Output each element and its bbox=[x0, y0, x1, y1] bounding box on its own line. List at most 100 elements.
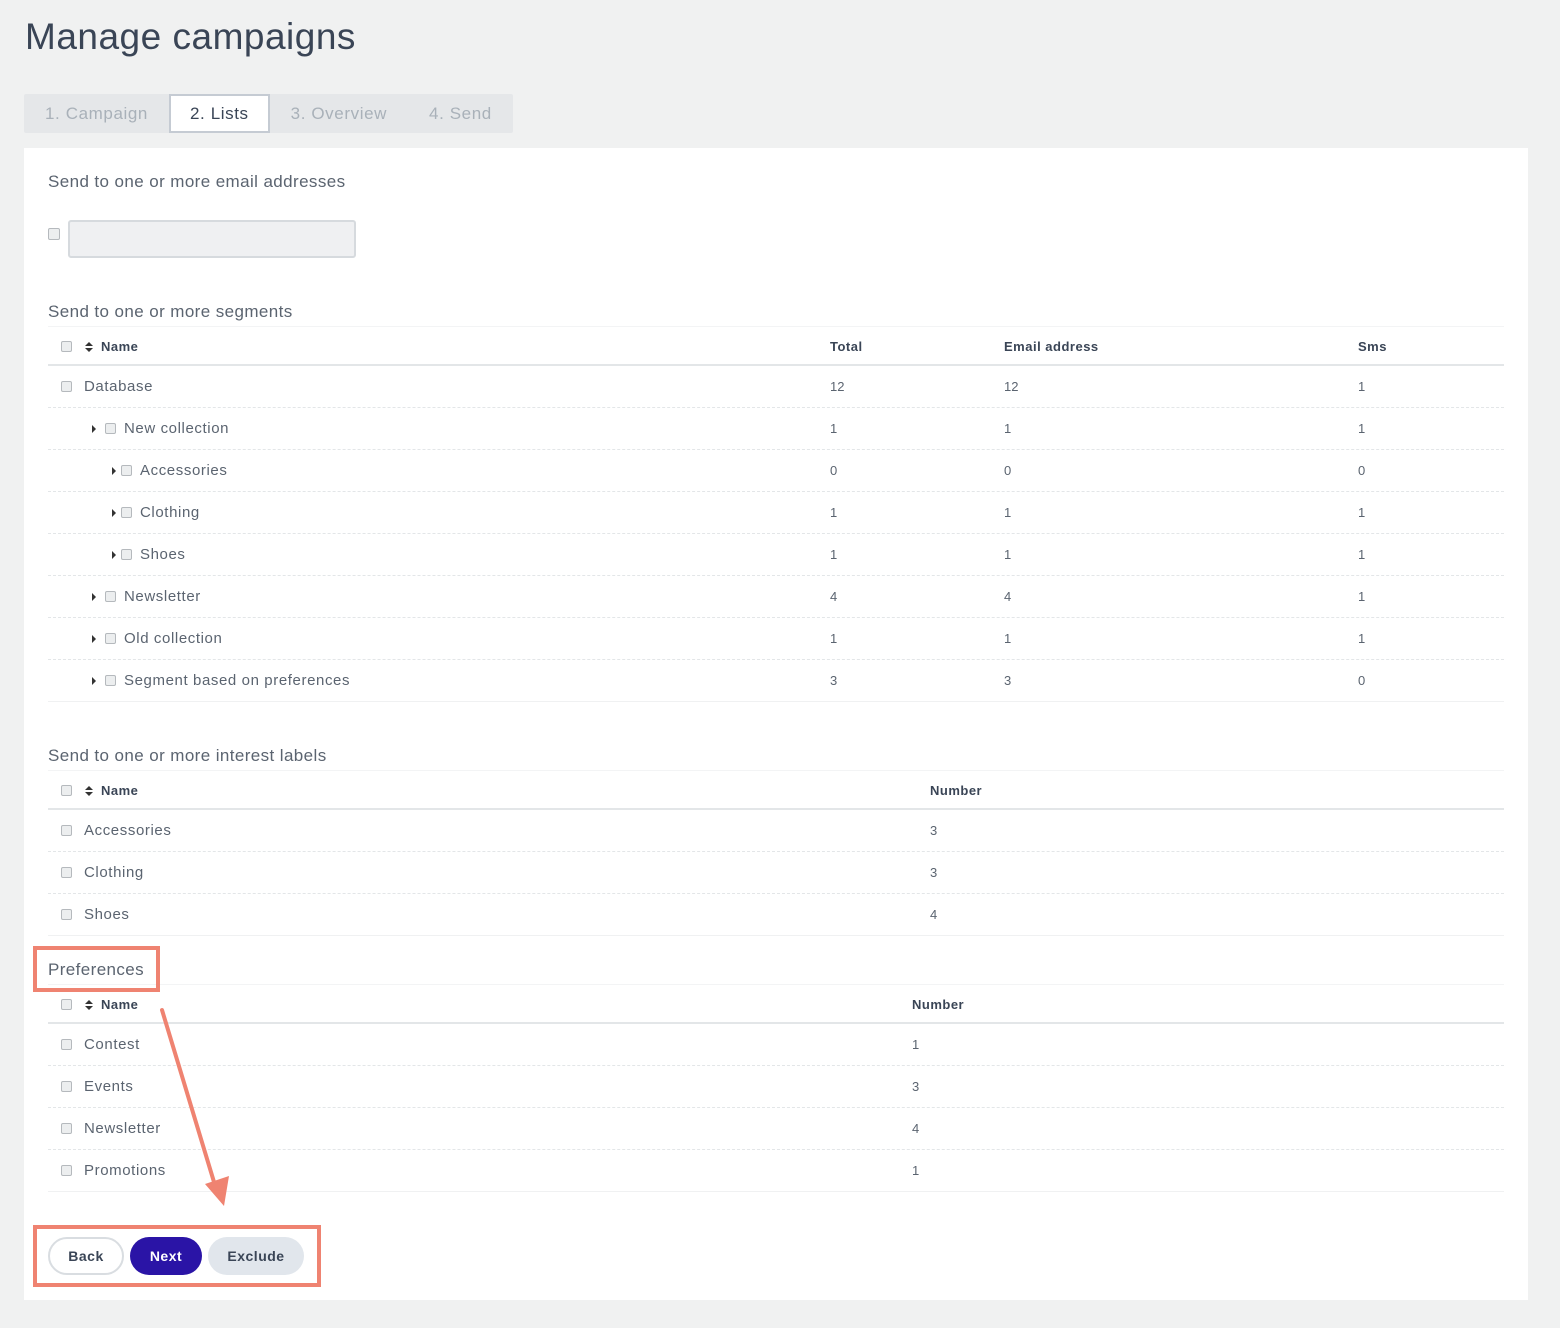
caret-right-icon[interactable] bbox=[92, 425, 96, 433]
segments-section-title: Send to one or more segments bbox=[48, 302, 293, 321]
tab-lists[interactable]: 2. Lists bbox=[169, 94, 270, 133]
segment-email-count: 4 bbox=[1004, 589, 1012, 604]
column-header-number: Number bbox=[912, 997, 965, 1012]
lists-panel: Send to one or more email addresses Send… bbox=[24, 148, 1528, 1300]
column-header-name[interactable]: Name bbox=[101, 783, 139, 798]
preference-number: 1 bbox=[912, 1037, 920, 1052]
caret-right-icon[interactable] bbox=[92, 635, 96, 643]
segment-sms-count: 0 bbox=[1358, 463, 1366, 478]
segment-row-old-collection: Old collection 1 1 1 bbox=[48, 618, 1504, 660]
segment-total: 1 bbox=[830, 421, 838, 436]
sort-icon[interactable] bbox=[85, 1000, 93, 1010]
segment-total: 12 bbox=[830, 379, 845, 394]
segment-sms-count: 1 bbox=[1358, 421, 1366, 436]
preferences-select-all-checkbox[interactable] bbox=[61, 999, 72, 1010]
next-button[interactable]: Next bbox=[130, 1237, 202, 1275]
column-header-name[interactable]: Name bbox=[101, 339, 139, 354]
preference-checkbox[interactable] bbox=[61, 1165, 72, 1176]
sort-icon[interactable] bbox=[85, 342, 93, 352]
interest-row: Shoes 4 bbox=[48, 894, 1504, 936]
segment-sms-count: 1 bbox=[1358, 505, 1366, 520]
interests-select-all-checkbox[interactable] bbox=[61, 785, 72, 796]
segment-checkbox[interactable] bbox=[105, 675, 116, 686]
segment-name: New collection bbox=[124, 420, 230, 437]
interests-section-title: Send to one or more interest labels bbox=[48, 746, 327, 765]
preference-name: Promotions bbox=[84, 1162, 166, 1179]
tab-campaign[interactable]: 1. Campaign bbox=[45, 104, 148, 123]
interest-row: Accessories 3 bbox=[48, 810, 1504, 852]
segment-name: Clothing bbox=[140, 504, 200, 521]
interest-name: Clothing bbox=[84, 864, 144, 881]
column-header-total: Total bbox=[830, 339, 863, 354]
caret-right-icon[interactable] bbox=[112, 551, 116, 559]
segment-checkbox[interactable] bbox=[121, 507, 132, 518]
segment-name: Accessories bbox=[140, 462, 228, 479]
back-button[interactable]: Back bbox=[48, 1237, 124, 1275]
preference-checkbox[interactable] bbox=[61, 1081, 72, 1092]
preference-number: 1 bbox=[912, 1163, 920, 1178]
segment-sms-count: 1 bbox=[1358, 589, 1366, 604]
segments-select-all-checkbox[interactable] bbox=[61, 341, 72, 352]
wizard-tabs: 1. Campaign 2. Lists 3. Overview 4. Send bbox=[24, 94, 513, 133]
segment-row-accessories: Accessories 0 0 0 bbox=[48, 450, 1504, 492]
segment-checkbox[interactable] bbox=[105, 423, 116, 434]
segment-email-count: 1 bbox=[1004, 421, 1012, 436]
interest-number: 4 bbox=[930, 907, 938, 922]
preference-checkbox[interactable] bbox=[61, 1039, 72, 1050]
segment-checkbox[interactable] bbox=[121, 465, 132, 476]
interest-checkbox[interactable] bbox=[61, 825, 72, 836]
interests-table-header: Name Number bbox=[48, 770, 1504, 810]
segment-total: 0 bbox=[830, 463, 838, 478]
column-header-name[interactable]: Name bbox=[101, 997, 139, 1012]
preference-name: Events bbox=[84, 1078, 134, 1095]
segment-name: Segment based on preferences bbox=[124, 672, 351, 689]
segment-sms-count: 1 bbox=[1358, 379, 1366, 394]
sort-icon[interactable] bbox=[85, 786, 93, 796]
segment-email-count: 1 bbox=[1004, 547, 1012, 562]
segment-total: 1 bbox=[830, 631, 838, 646]
page-title: Manage campaigns bbox=[25, 16, 356, 57]
exclude-button[interactable]: Exclude bbox=[208, 1237, 304, 1275]
preferences-table: Name Number Contest 1 Events 3 Newslette… bbox=[48, 984, 1504, 1192]
segment-email-count: 1 bbox=[1004, 505, 1012, 520]
segment-checkbox[interactable] bbox=[61, 381, 72, 392]
column-header-email-address: Email address bbox=[1004, 339, 1099, 354]
segments-table-header: Name Total Email address Sms bbox=[48, 326, 1504, 366]
caret-right-icon[interactable] bbox=[112, 509, 116, 517]
interests-table: Name Number Accessories 3 Clothing 3 Sho… bbox=[48, 770, 1504, 936]
interest-number: 3 bbox=[930, 823, 938, 838]
segment-sms-count: 0 bbox=[1358, 673, 1366, 688]
segment-email-count: 1 bbox=[1004, 631, 1012, 646]
tab-send[interactable]: 4. Send bbox=[429, 104, 492, 123]
segment-checkbox[interactable] bbox=[121, 549, 132, 560]
caret-right-icon[interactable] bbox=[92, 677, 96, 685]
segment-sms-count: 1 bbox=[1358, 547, 1366, 562]
preference-row: Newsletter 4 bbox=[48, 1108, 1504, 1150]
segment-checkbox[interactable] bbox=[105, 633, 116, 644]
column-header-sms: Sms bbox=[1358, 339, 1387, 354]
preference-row: Contest 1 bbox=[48, 1024, 1504, 1066]
caret-right-icon[interactable] bbox=[92, 593, 96, 601]
preference-row: Events 3 bbox=[48, 1066, 1504, 1108]
caret-right-icon[interactable] bbox=[112, 467, 116, 475]
segment-name: Database bbox=[84, 378, 154, 395]
segment-email-count: 12 bbox=[1004, 379, 1019, 394]
segment-total: 3 bbox=[830, 673, 838, 688]
segment-name: Shoes bbox=[140, 546, 186, 563]
preference-number: 3 bbox=[912, 1079, 920, 1094]
tab-overview[interactable]: 3. Overview bbox=[290, 104, 388, 123]
segment-name: Old collection bbox=[124, 630, 223, 647]
email-checkbox[interactable] bbox=[48, 228, 60, 240]
interest-name: Shoes bbox=[84, 906, 130, 923]
interest-checkbox[interactable] bbox=[61, 867, 72, 878]
preference-checkbox[interactable] bbox=[61, 1123, 72, 1134]
segment-total: 4 bbox=[830, 589, 838, 604]
segment-row-database: Database 12 12 1 bbox=[48, 366, 1504, 408]
segment-checkbox[interactable] bbox=[105, 591, 116, 602]
email-section-title: Send to one or more email addresses bbox=[48, 172, 346, 191]
email-input[interactable] bbox=[68, 220, 356, 258]
segment-total: 1 bbox=[830, 547, 838, 562]
segment-email-count: 0 bbox=[1004, 463, 1012, 478]
segment-row-segment-based-on-preferences: Segment based on preferences 3 3 0 bbox=[48, 660, 1504, 702]
interest-checkbox[interactable] bbox=[61, 909, 72, 920]
